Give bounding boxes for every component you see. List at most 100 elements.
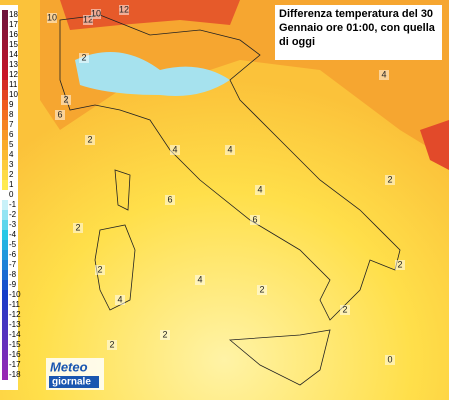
legend-swatch (2, 100, 8, 110)
legend-swatch (2, 200, 8, 210)
contour-label-box (91, 9, 101, 19)
contour-label-box (160, 330, 170, 340)
contour-label: 2 (81, 52, 86, 62)
legend-label: -7 (9, 260, 17, 269)
cold-area (75, 52, 230, 96)
legend-label: -3 (9, 220, 17, 229)
legend-swatch (2, 190, 8, 200)
legend-label: 13 (9, 60, 18, 69)
legend-label: -2 (9, 210, 17, 219)
logo-bottom: giornale (52, 377, 91, 388)
contour-label-box (379, 70, 389, 80)
contour-label-box (340, 305, 350, 315)
contour-label-box (250, 215, 260, 225)
legend-label: 14 (9, 50, 18, 59)
legend-label: 3 (9, 160, 14, 169)
hot-area (60, 0, 240, 30)
legend-swatch (2, 140, 8, 150)
contour-label: 4 (117, 294, 122, 304)
contour-label-box (395, 260, 405, 270)
legend-label: 4 (9, 150, 14, 159)
contour-label: 12 (119, 4, 129, 14)
legend-swatch (2, 20, 8, 30)
legend-label: 1 (9, 180, 14, 189)
legend-swatch (2, 320, 8, 330)
legend-label: -11 (9, 300, 21, 309)
contour-label-box (255, 185, 265, 195)
legend-label: -13 (9, 320, 21, 329)
legend-swatch (2, 110, 8, 120)
contour-label-box (119, 5, 129, 15)
legend-label: -6 (9, 250, 17, 259)
legend: 1817161514131211109876543210-1-2-3-4-5-6… (2, 10, 21, 380)
legend-label: 11 (9, 80, 18, 89)
logo-top: Meteo (50, 359, 88, 374)
legend-label: 5 (9, 140, 14, 149)
legend-swatch (2, 330, 8, 340)
legend-label: 12 (9, 70, 18, 79)
contour-label: 6 (57, 109, 62, 119)
legend-label: 0 (9, 190, 14, 199)
legend-label: -5 (9, 240, 17, 249)
legend-swatch (2, 300, 8, 310)
legend-label: 2 (9, 170, 14, 179)
contour-label-box (115, 295, 125, 305)
legend-label: 10 (9, 90, 18, 99)
title-box (275, 5, 442, 60)
contour-label-box (170, 145, 180, 155)
contour-label: 2 (342, 304, 347, 314)
contour-label-box (73, 223, 83, 233)
contour-label: 2 (387, 174, 392, 184)
contour-label: 4 (381, 69, 386, 79)
corsica (114, 169, 131, 211)
legend-swatch (2, 270, 8, 280)
legend-swatch (2, 10, 8, 20)
contour-label-box (195, 275, 205, 285)
contour-label: 2 (109, 339, 114, 349)
contour-label-box (61, 95, 71, 105)
legend-swatch (2, 60, 8, 70)
legend-label: -17 (9, 360, 21, 369)
contour-label: 2 (259, 284, 264, 294)
contour-label-box (225, 145, 235, 155)
legend-swatch (2, 150, 8, 160)
legend-swatch (2, 370, 8, 380)
legend-swatch (2, 120, 8, 130)
legend-label: -8 (9, 270, 17, 279)
legend-label: 9 (9, 100, 14, 109)
legend-swatch (2, 80, 8, 90)
legend-label: -15 (9, 340, 21, 349)
legend-label: 8 (9, 110, 14, 119)
contour-label: 2 (75, 222, 80, 232)
contour-label: 10 (91, 8, 101, 18)
contour-label: 2 (162, 329, 167, 339)
legend-swatch (2, 340, 8, 350)
legend-swatch (2, 260, 8, 270)
hot-area (420, 120, 449, 170)
contour-label: 4 (172, 144, 177, 154)
coastline (59, 14, 401, 321)
contour-label: 4 (257, 184, 262, 194)
legend-swatch (2, 30, 8, 40)
legend-swatch (2, 360, 8, 370)
legend-swatch (2, 310, 8, 320)
contour-label: 10 (47, 12, 57, 22)
legend-swatch (2, 250, 8, 260)
logo-band (49, 376, 99, 388)
contour-label: 12 (83, 14, 93, 24)
legend-label: 15 (9, 40, 18, 49)
legend-swatch (2, 160, 8, 170)
legend-label: 7 (9, 120, 14, 129)
contour-label-box (385, 175, 395, 185)
contour-label: 0 (387, 354, 392, 364)
contour-label-box (385, 355, 395, 365)
contour-label: 4 (227, 144, 232, 154)
legend-swatch (2, 90, 8, 100)
contour-label: 2 (63, 94, 68, 104)
legend-swatch (2, 230, 8, 240)
legend-swatch (2, 70, 8, 80)
legend-label: -1 (9, 200, 17, 209)
contour-label-box (95, 265, 105, 275)
